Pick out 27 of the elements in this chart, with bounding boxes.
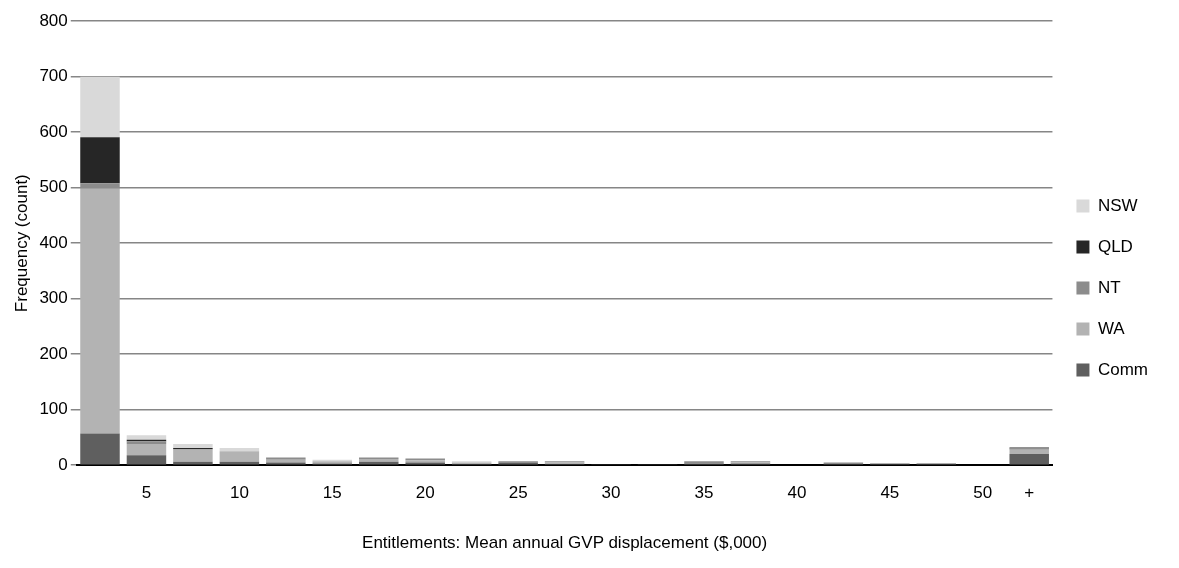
legend-label: Comm — [1097, 359, 1149, 379]
y-tick-label: 200 — [39, 343, 68, 363]
x-tick-label: 45 — [880, 483, 900, 503]
legend-label: NT — [1097, 277, 1121, 297]
legend-label: WA — [1097, 318, 1126, 338]
y-tick-label: 100 — [39, 399, 68, 419]
y-axis-title: Frequency (count) — [11, 174, 31, 313]
x-tick-label: 10 — [229, 483, 249, 503]
x-tick-label: 15 — [322, 483, 342, 503]
y-tick-label: 600 — [39, 121, 68, 141]
y-tick-label: 500 — [39, 177, 68, 197]
x-tick-label: + — [1024, 483, 1035, 503]
x-tick-label: 20 — [415, 483, 435, 503]
x-tick-label: 35 — [694, 483, 714, 503]
y-tick-label: 300 — [39, 288, 68, 308]
y-tick-label: 400 — [39, 232, 68, 252]
y-tick-label: 0 — [58, 454, 68, 474]
x-tick-label: 40 — [787, 483, 807, 503]
x-tick-label: 50 — [973, 483, 993, 503]
x-axis-title: Entitlements: Mean annual GVP displacement ($,000) — [362, 533, 768, 553]
y-tick-label: 800 — [39, 10, 68, 30]
x-tick-label: 5 — [141, 483, 152, 503]
y-tick-label: 700 — [39, 66, 68, 86]
x-tick-label: 25 — [508, 483, 528, 503]
x-tick-label: 30 — [601, 483, 621, 503]
legend-label: QLD — [1097, 236, 1133, 256]
legend-label: NSW — [1097, 195, 1138, 215]
